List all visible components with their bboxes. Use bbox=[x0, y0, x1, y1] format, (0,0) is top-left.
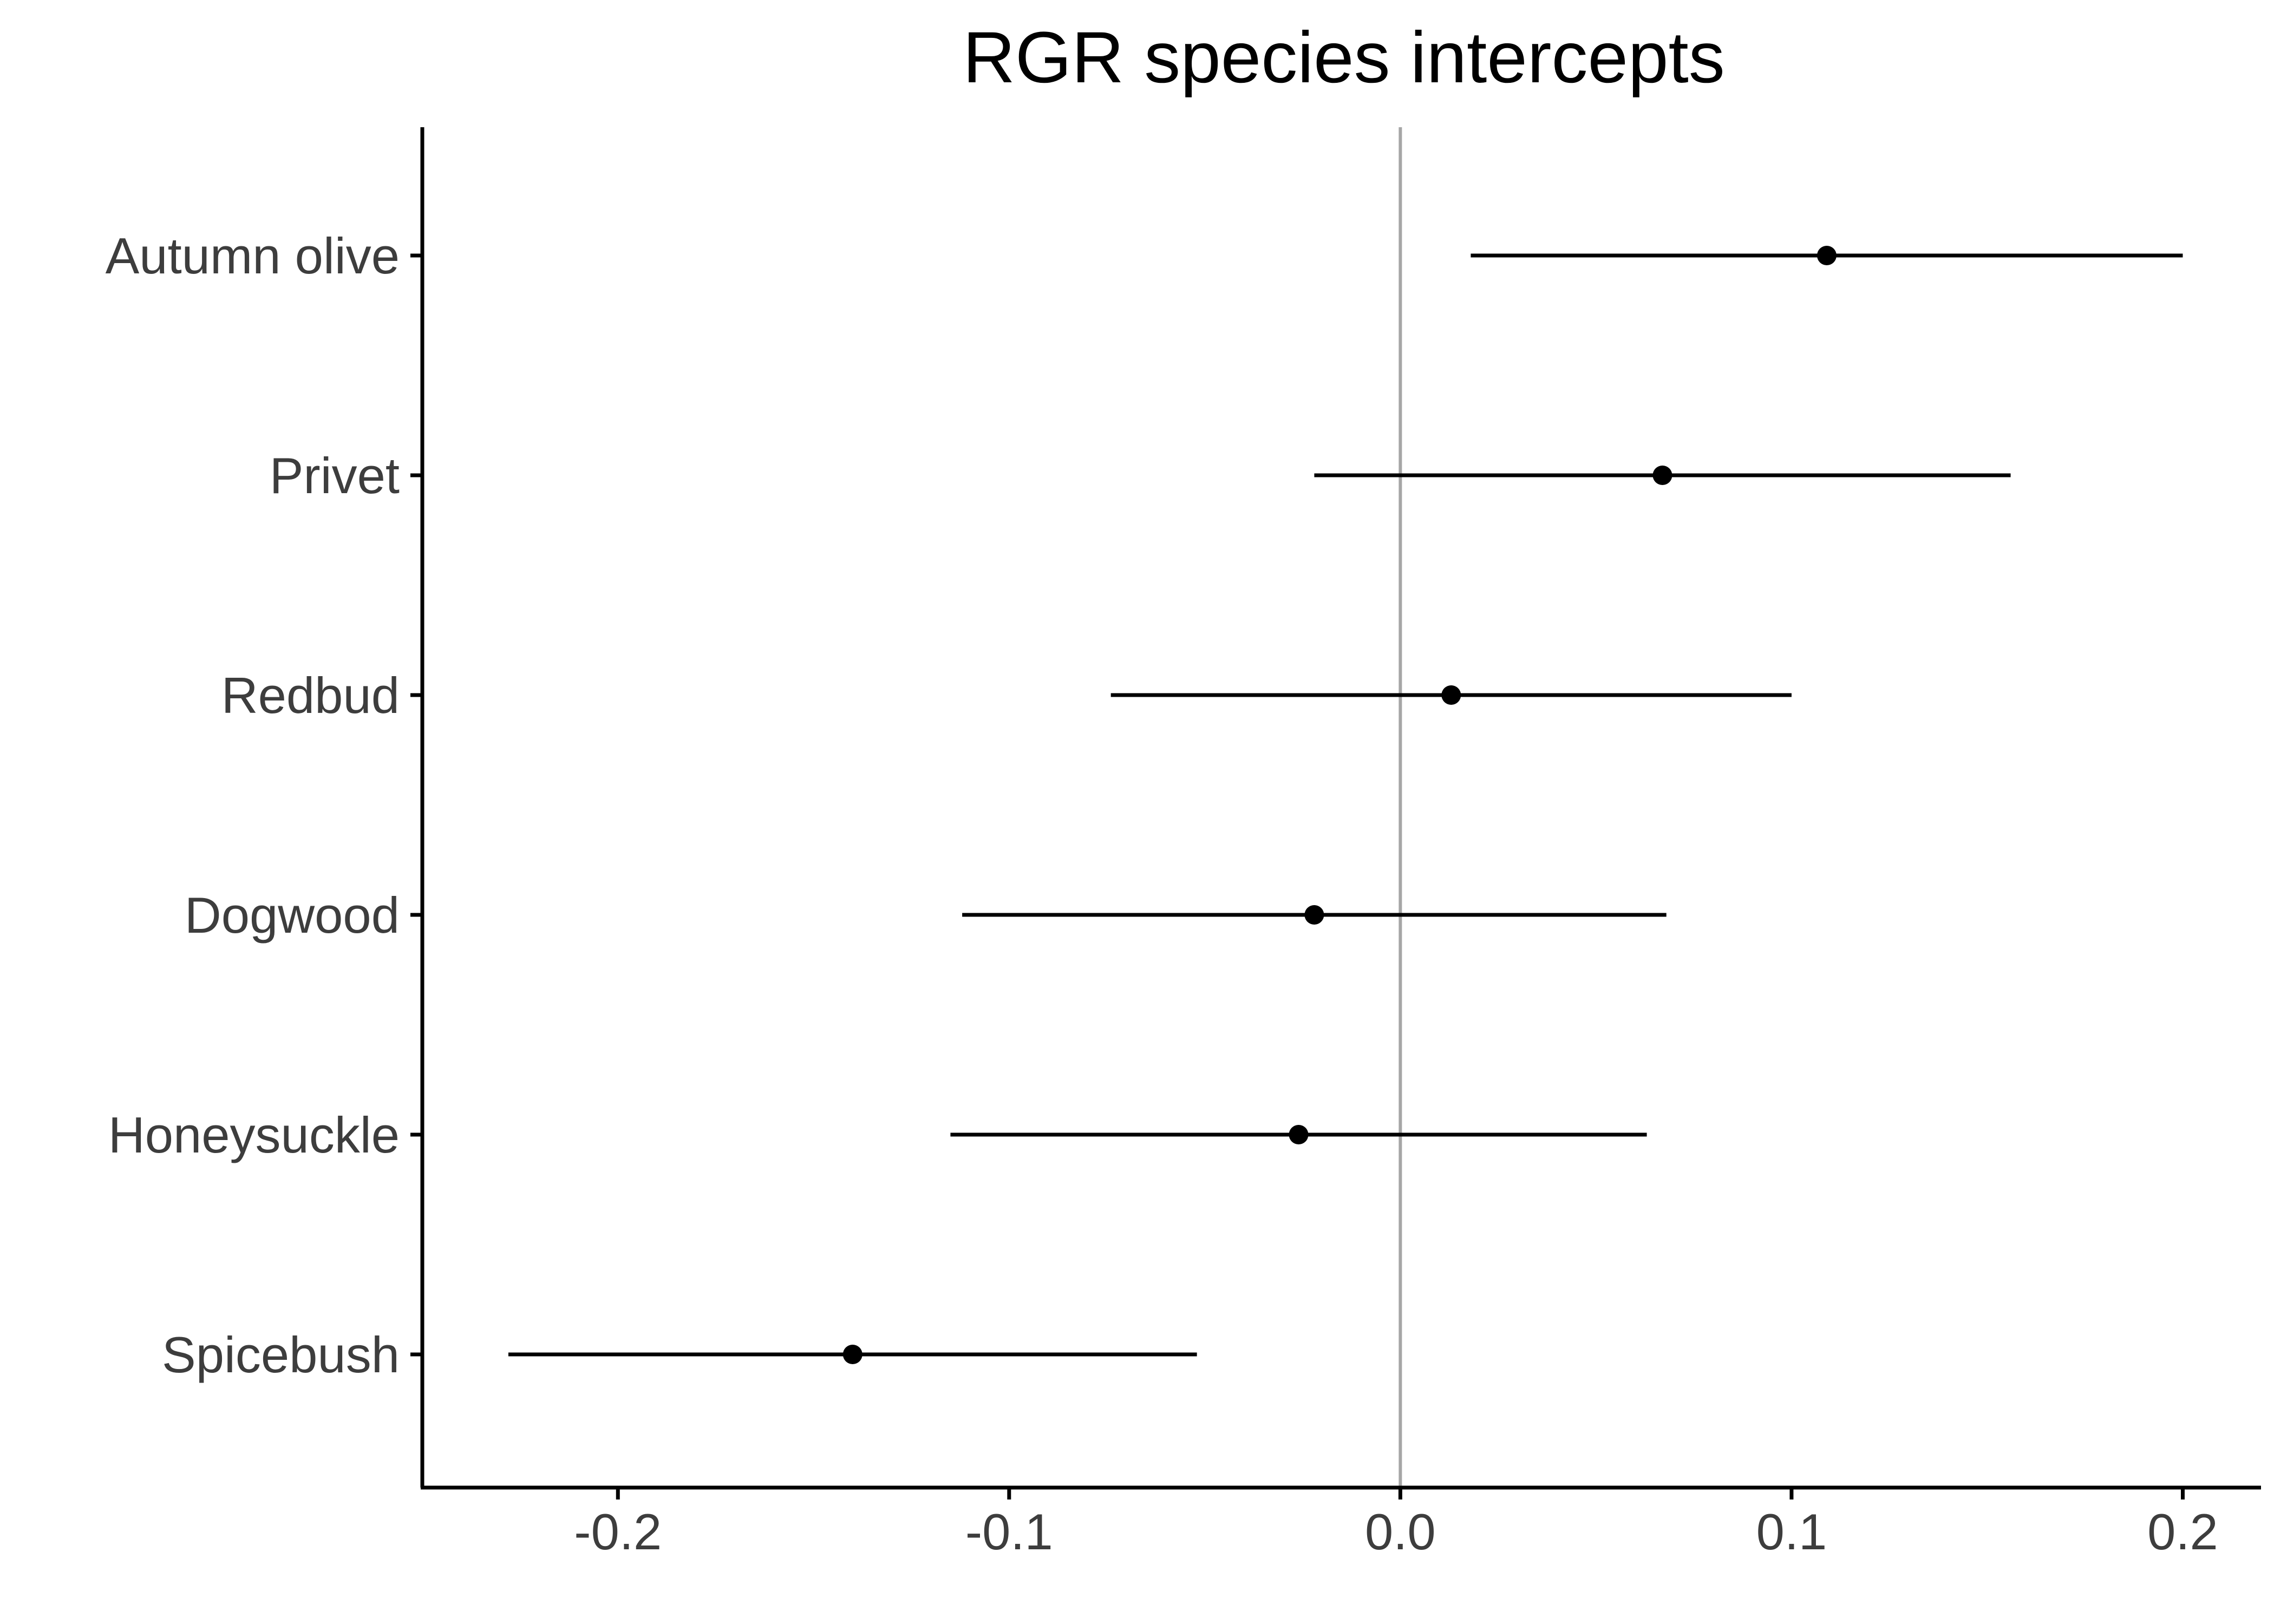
y-tick-label: Honeysuckle bbox=[108, 1106, 400, 1163]
x-tick-label: 0.0 bbox=[1365, 1503, 1436, 1560]
estimate-point bbox=[1816, 246, 1837, 265]
point-group bbox=[842, 246, 1837, 1364]
y-tick-label: Spicebush bbox=[162, 1326, 400, 1383]
x-tick-label: -0.1 bbox=[965, 1503, 1053, 1560]
y-tick-label: Dogwood bbox=[185, 887, 400, 944]
estimate-point bbox=[1304, 905, 1324, 925]
interval-group bbox=[508, 253, 2183, 1357]
chart-title: RGR species intercepts bbox=[963, 17, 1725, 98]
estimate-point bbox=[1289, 1125, 1309, 1144]
x-axis-ticks: -0.2 -0.1 0.0 0.1 0.2 bbox=[574, 1488, 2218, 1560]
estimate-point bbox=[842, 1345, 862, 1364]
x-tick-label: 0.2 bbox=[2147, 1503, 2218, 1560]
estimate-point bbox=[1652, 466, 1672, 485]
x-tick-label: 0.1 bbox=[1756, 1503, 1827, 1560]
y-tick-label: Privet bbox=[270, 447, 400, 504]
y-tick-label: Autumn olive bbox=[106, 227, 400, 284]
estimate-point bbox=[1441, 685, 1461, 705]
y-axis-ticks: Autumn olive Privet Redbud Dogwood Honeysuck… bbox=[106, 227, 422, 1383]
x-tick-label: -0.2 bbox=[574, 1503, 662, 1560]
y-tick-label: Redbud bbox=[221, 667, 400, 724]
